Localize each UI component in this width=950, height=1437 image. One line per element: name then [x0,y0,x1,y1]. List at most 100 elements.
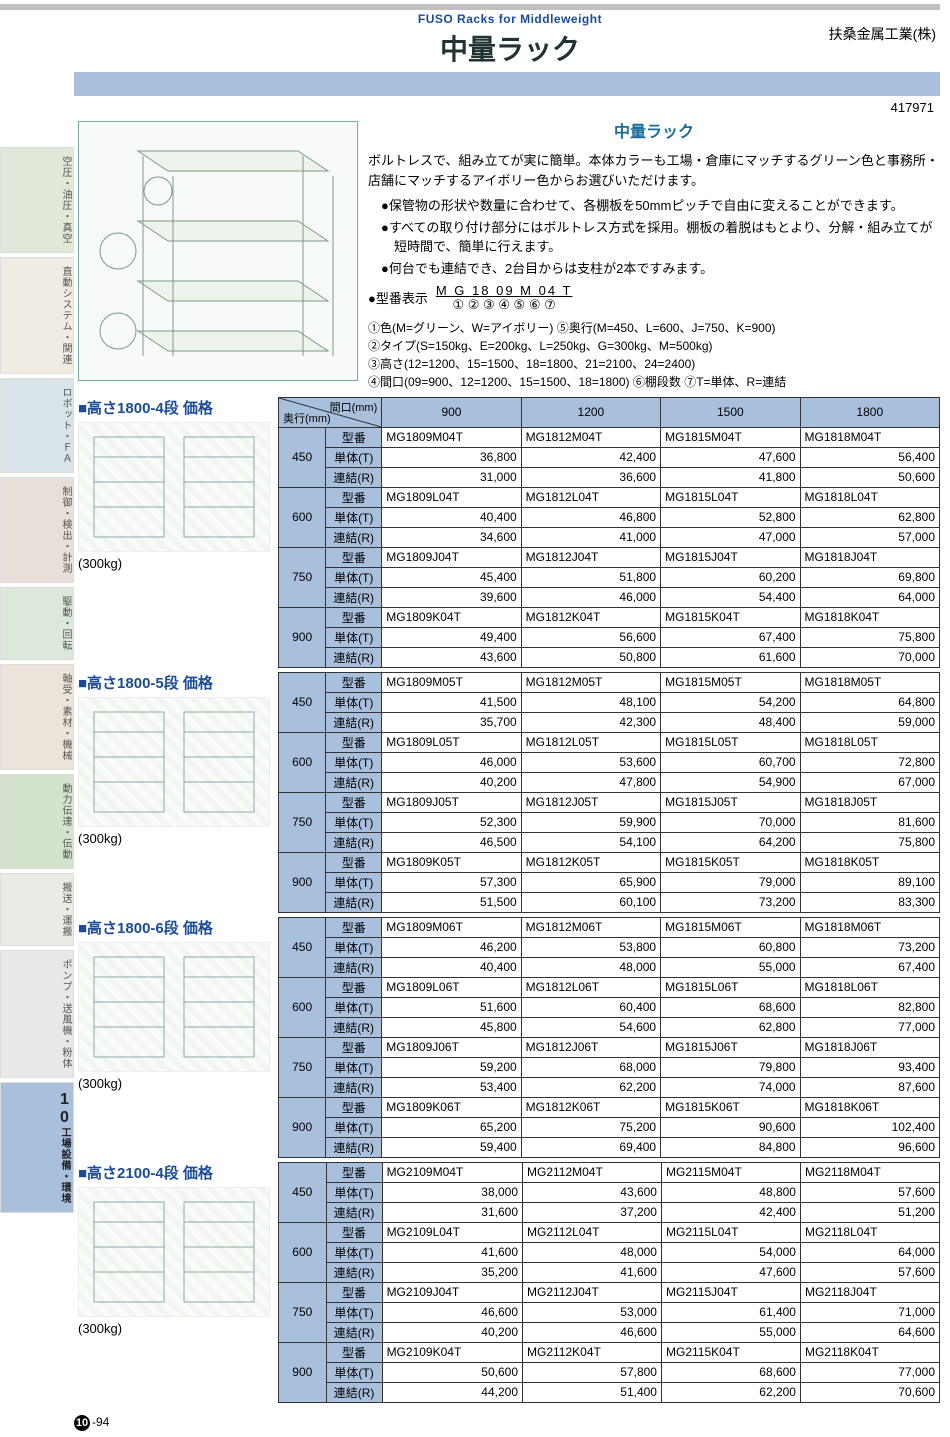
price-cell: 57,600 [800,1182,939,1202]
sidebar-tab[interactable]: 直動システム・関連 [0,257,74,374]
price-cell: 36,800 [382,447,521,467]
sidebar-tab[interactable]: ポンプ・送風機・粉体 [0,950,74,1078]
row-kind: 型番 [326,977,382,997]
section-title: ■高さ1800-5段 価格 [78,672,272,693]
price-cell: 77,000 [800,1362,939,1382]
model-cell: MG1812J06T [521,1037,660,1057]
price-cell: 48,400 [661,712,800,732]
price-cell: 64,800 [800,692,939,712]
price-cell: 53,600 [521,752,660,772]
depth-cell: 450 [279,917,326,977]
price-cell: 55,000 [661,1322,800,1342]
model-cell: MG1818M06T [800,917,939,937]
price-cell: 53,000 [523,1302,662,1322]
depth-cell: 600 [279,1222,327,1282]
price-cell: 102,400 [800,1117,939,1137]
price-cell: 61,600 [661,647,800,667]
model-cell: MG1815J06T [661,1037,800,1057]
price-cell: 70,000 [800,647,939,667]
price-cell: 70,000 [661,812,800,832]
row-kind: 型番 [326,917,382,937]
row-kind: 連結(R) [326,1137,382,1157]
legend-line: ②タイプ(S=150kg、E=200kg、L=250kg、G=300kg、M=5… [368,337,940,355]
price-cell: 51,200 [800,1202,939,1222]
price-cell: 60,200 [661,567,800,587]
price-cell: 64,000 [800,587,939,607]
row-kind: 連結(R) [326,892,382,912]
price-cell: 81,600 [800,812,939,832]
row-kind: 単体(T) [326,812,382,832]
depth-cell: 900 [279,607,326,667]
page-number: -94 [92,1415,109,1429]
row-kind: 型番 [326,1097,382,1117]
row-kind: 単体(T) [326,627,382,647]
row-kind: 連結(R) [326,527,382,547]
price-cell: 49,400 [382,627,521,647]
model-cell: MG2109J04T [382,1282,522,1302]
price-cell: 60,700 [661,752,800,772]
row-kind: 単体(T) [326,937,382,957]
model-cell: MG2118M04T [800,1162,939,1182]
depth-cell: 450 [279,672,326,732]
model-cell: MG1818K04T [800,607,939,627]
price-cell: 52,300 [382,812,521,832]
sidebar-tab[interactable]: 搬送・運搬 [0,873,74,946]
model-cell: MG1815K04T [661,607,800,627]
model-cell: MG1818M04T [800,427,939,447]
model-cell: MG1812L04T [521,487,660,507]
model-cell: MG1812K04T [521,607,660,627]
sidebar: 空圧・油圧・真空直動システム・関連ロボット・ＦＡ制御・検出・計測駆動・回転軸受・… [0,121,74,1403]
price-cell: 41,000 [521,527,660,547]
model-cell: MG1818K06T [800,1097,939,1117]
width-header: 1800 [800,397,939,427]
model-cell: MG2118L04T [800,1222,939,1242]
depth-cell: 600 [279,487,326,547]
company-name: 扶桑金属工業(株) [829,24,936,44]
price-cell: 54,600 [521,1017,660,1037]
price-cell: 54,100 [521,832,660,852]
model-cell: MG2109K04T [382,1342,522,1362]
price-cell: 48,000 [521,957,660,977]
price-cell: 35,700 [382,712,521,732]
price-cell: 60,100 [521,892,660,912]
price-cell: 62,200 [661,1382,800,1402]
price-cell: 59,200 [382,1057,521,1077]
model-cell: MG1809K06T [382,1097,521,1117]
product-code: 417971 [0,100,934,115]
price-cell: 40,200 [382,1322,522,1342]
capacity-label: (300kg) [78,1321,272,1336]
price-cell: 51,400 [523,1382,662,1402]
model-cell: MG2115M04T [661,1162,800,1182]
model-cell: MG2115K04T [661,1342,800,1362]
depth-cell: 900 [279,1097,326,1157]
sidebar-tab[interactable]: 軸受・素材・機械 [0,664,74,770]
sidebar-tab-active[interactable]: 10工場設備・環境 [0,1082,74,1213]
price-cell: 62,800 [661,1017,800,1037]
sidebar-tab[interactable]: 空圧・油圧・真空 [0,147,74,253]
model-cell: MG1809M04T [382,427,521,447]
price-cell: 46,000 [382,752,521,772]
price-cell: 62,200 [521,1077,660,1097]
price-cell: 61,400 [661,1302,800,1322]
sidebar-tab[interactable]: ロボット・ＦＡ [0,378,74,473]
price-table: 450型番MG2109M04TMG2112M04TMG2115M04TMG211… [278,1162,940,1403]
row-kind: 型番 [326,1037,382,1057]
model-legend: ①色(M=グリーン、W=アイボリー) ⑤奥行(M=450、L=600、J=750… [368,319,940,391]
price-cell: 90,600 [661,1117,800,1137]
sidebar-tab[interactable]: 動力伝達・伝動 [0,774,74,869]
price-table: 450型番MG1809M06TMG1812M06TMG1815M06TMG181… [278,917,940,1158]
price-cell: 54,400 [661,587,800,607]
price-cell: 59,000 [800,712,939,732]
sidebar-tab[interactable]: 制御・検出・計測 [0,477,74,583]
price-cell: 72,800 [800,752,939,772]
depth-cell: 750 [279,547,326,607]
model-cell: MG1815J05T [661,792,800,812]
price-cell: 87,600 [800,1077,939,1097]
sidebar-tab[interactable]: 駆動・回転 [0,587,74,660]
price-cell: 84,800 [661,1137,800,1157]
price-cell: 51,800 [521,567,660,587]
price-cell: 75,800 [800,627,939,647]
price-cell: 67,000 [800,772,939,792]
row-kind: 型番 [326,792,382,812]
model-label: ●型番表示 [368,289,428,309]
